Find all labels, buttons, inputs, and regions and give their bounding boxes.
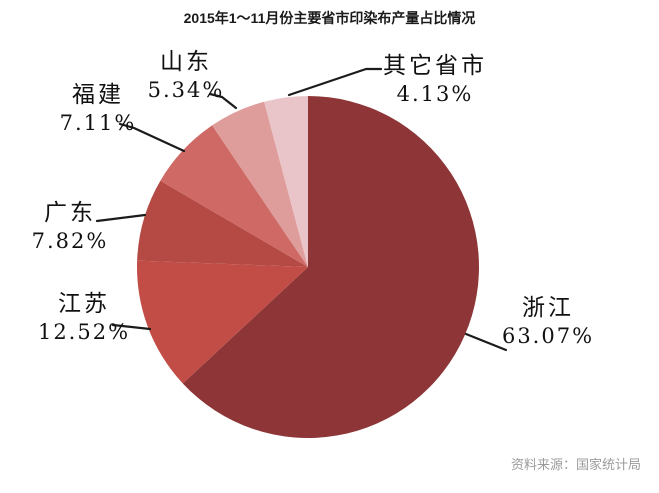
- slice-name-guangdong: 广东: [44, 200, 96, 226]
- leader-line-shandong: [208, 92, 238, 110]
- slice-name-zhejiang: 浙江: [521, 295, 574, 321]
- slice-pct-other: 4.13%: [396, 82, 474, 106]
- slice-label-other: 其它省市 4.13%: [383, 52, 487, 108]
- pie-slice-shandong: [212, 101, 308, 267]
- slice-pct-fujian: 7.11%: [59, 111, 137, 135]
- slice-pct-jiangsu: 12.52%: [37, 320, 131, 344]
- leader-line-other: [287, 67, 383, 97]
- slice-name-other: 其它省市: [383, 53, 487, 79]
- slice-label-fujian: 福建 7.11%: [60, 81, 137, 137]
- leader-line-zhejiang: [464, 332, 508, 352]
- pie-slice-guangdong: [137, 180, 308, 267]
- slice-label-zhejiang: 浙江 63.07%: [502, 294, 594, 350]
- pie-slice-jiangsu: [136, 260, 308, 384]
- leader-line-jiangsu: [111, 323, 152, 331]
- pie-slice-zhejiang: [182, 96, 480, 438]
- slice-name-jiangsu: 江苏: [57, 291, 110, 317]
- leader-line-guangdong: [95, 213, 147, 223]
- data-source: 资料来源：国家统计局: [510, 457, 641, 472]
- slice-pct-zhejiang: 63.07%: [501, 324, 595, 348]
- slice-name-fujian: 福建: [72, 82, 124, 108]
- pie-slice-other: [264, 96, 308, 267]
- slice-pct-guangdong: 7.82%: [31, 229, 109, 253]
- chart-title: 2015年1～11月份主要省市印染布产量占比情况: [183, 10, 476, 26]
- slice-pct-shandong: 5.34%: [147, 78, 225, 102]
- pie-slice-fujian: [160, 125, 308, 267]
- slice-label-guangdong: 广东 7.82%: [32, 199, 109, 255]
- slice-label-jiangsu: 江苏 12.52%: [38, 290, 130, 346]
- slice-label-shandong: 山东 5.34%: [148, 48, 225, 104]
- slice-name-shandong: 山东: [160, 49, 212, 75]
- pie-slices-group: [136, 96, 480, 438]
- leader-line-fujian: [118, 122, 186, 153]
